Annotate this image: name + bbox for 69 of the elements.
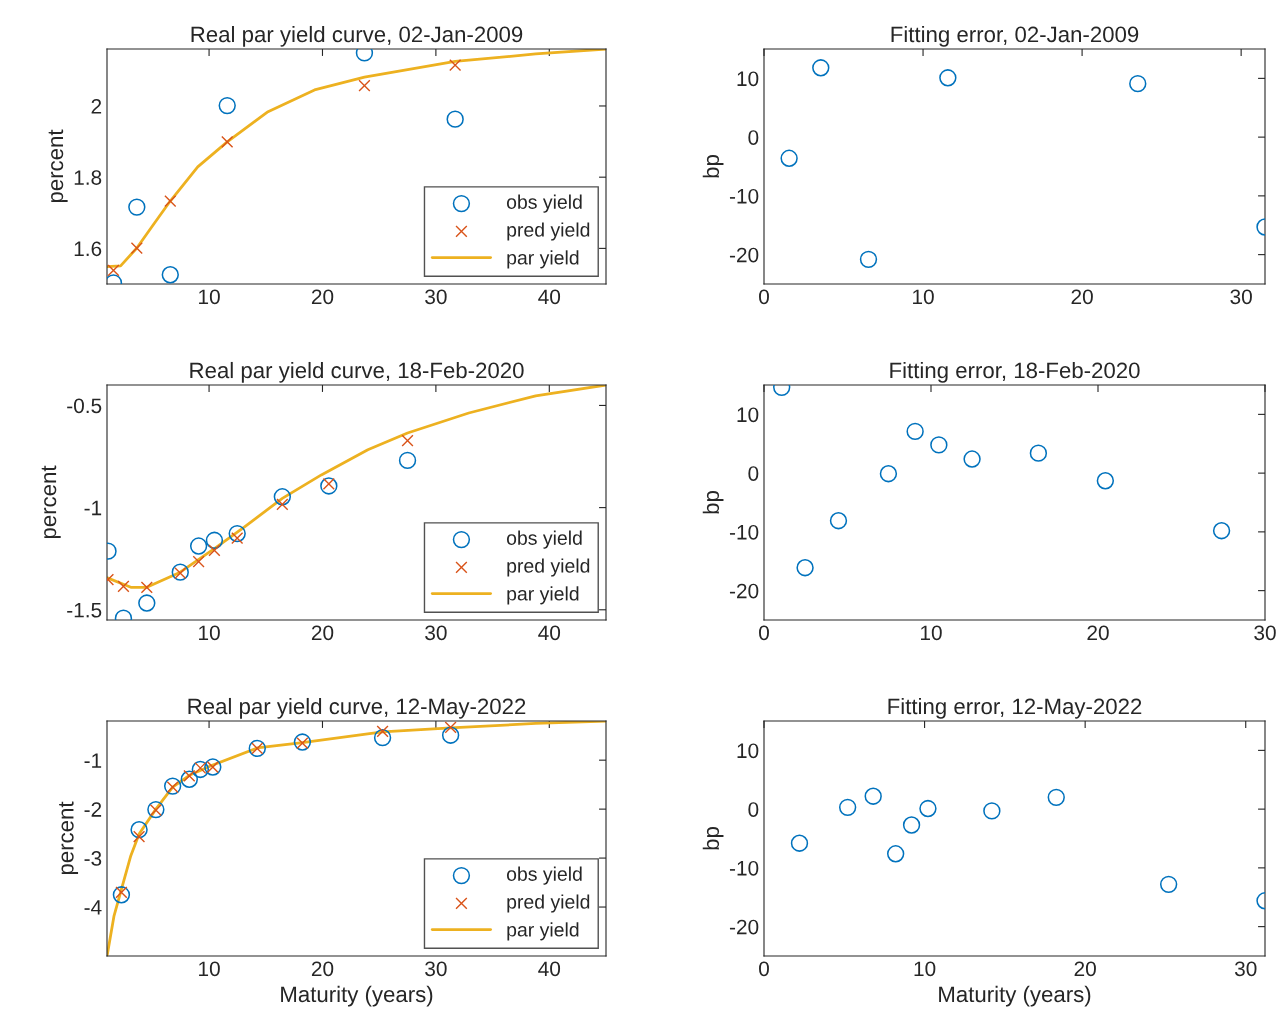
chart-title: Real par yield curve, 18-Feb-2020 [190, 361, 524, 383]
x-tick-label: 10 [199, 961, 220, 977]
y-axis-title: bp [702, 155, 724, 178]
chart-title: Real par yield curve, 02-Jan-2009 [191, 25, 523, 47]
y-tick-label: 0 [748, 802, 759, 817]
y-axis-title: bp [702, 827, 724, 850]
y-tick-label: 2 [91, 98, 102, 114]
y-tick-label: -1.5 [67, 603, 102, 618]
y-tick-label: 1.6 [74, 241, 102, 257]
legend-label: obs yield [506, 866, 582, 885]
x-tick-label: 10 [199, 625, 220, 641]
y-tick-label: 10 [737, 71, 759, 87]
x-tick-label: 10 [913, 289, 934, 305]
x-tick-label: 10 [199, 289, 220, 305]
y-tick-label: -1 [84, 500, 102, 516]
y-tick-label: -10 [729, 188, 759, 204]
x-tick-label: 20 [1074, 961, 1096, 977]
y-tick-label: 10 [737, 743, 759, 759]
y-tick-label: -0.5 [67, 398, 102, 414]
x-tick-label: 30 [1234, 961, 1257, 977]
legend-label: par yield [507, 250, 579, 269]
y-tick-label: 0 [748, 466, 759, 481]
x-tick-label: 40 [538, 625, 561, 641]
y-axis-title: percent [41, 465, 61, 539]
x-tick-label: 20 [311, 625, 334, 641]
x-tick-label: 30 [1230, 289, 1252, 305]
y-tick-label: -2 [84, 802, 102, 817]
y-tick-label: -4 [84, 900, 102, 915]
x-tick-label: 40 [538, 289, 561, 305]
x-tick-label: 30 [425, 625, 447, 641]
x-tick-label: 0 [759, 961, 769, 977]
legend-label: pred yield [507, 222, 590, 241]
chart-title: Fitting error, 18-Feb-2020 [890, 361, 1140, 383]
chart-title: Fitting error, 12-May-2022 [888, 697, 1142, 719]
x-tick-label: 20 [1071, 289, 1093, 305]
x-tick-label: 20 [1087, 625, 1109, 641]
y-tick-label: 1.8 [74, 170, 102, 185]
legend-label: par yield [507, 922, 579, 941]
x-tick-label: 30 [1254, 625, 1276, 641]
y-tick-label: -20 [729, 583, 759, 599]
y-axis-title: bp [702, 491, 724, 514]
y-axis-title: percent [48, 129, 68, 203]
x-tick-label: 30 [425, 289, 447, 305]
x-tick-label: 20 [311, 289, 334, 305]
y-tick-label: -1 [84, 753, 102, 768]
legend-label: pred yield [507, 894, 590, 913]
y-tick-label: -20 [729, 919, 759, 935]
y-axis-title: percent [59, 801, 79, 875]
x-axis-title: Maturity (years) [281, 985, 433, 1007]
legend-label: obs yield [506, 530, 582, 549]
x-tick-label: 10 [921, 625, 942, 641]
chart-title: Fitting error, 02-Jan-2009 [891, 25, 1139, 47]
legend-label: obs yield [506, 194, 582, 213]
x-tick-label: 30 [425, 961, 447, 977]
x-tick-label: 20 [311, 961, 334, 977]
x-axis-title: Maturity (years) [939, 985, 1091, 1007]
legend-label: par yield [507, 586, 579, 605]
y-tick-label: -20 [729, 247, 759, 263]
y-tick-label: -10 [729, 860, 759, 876]
y-tick-label: -10 [729, 524, 759, 540]
y-tick-label: 0 [748, 130, 759, 145]
y-tick-label: 10 [737, 407, 759, 423]
x-tick-label: 10 [914, 961, 936, 977]
x-tick-label: 0 [759, 625, 769, 641]
chart-title: Real par yield curve, 12-May-2022 [188, 697, 526, 719]
x-tick-label: 0 [759, 289, 769, 305]
x-tick-label: 40 [538, 961, 561, 977]
legend-label: pred yield [507, 558, 590, 577]
y-tick-label: -3 [84, 851, 102, 866]
